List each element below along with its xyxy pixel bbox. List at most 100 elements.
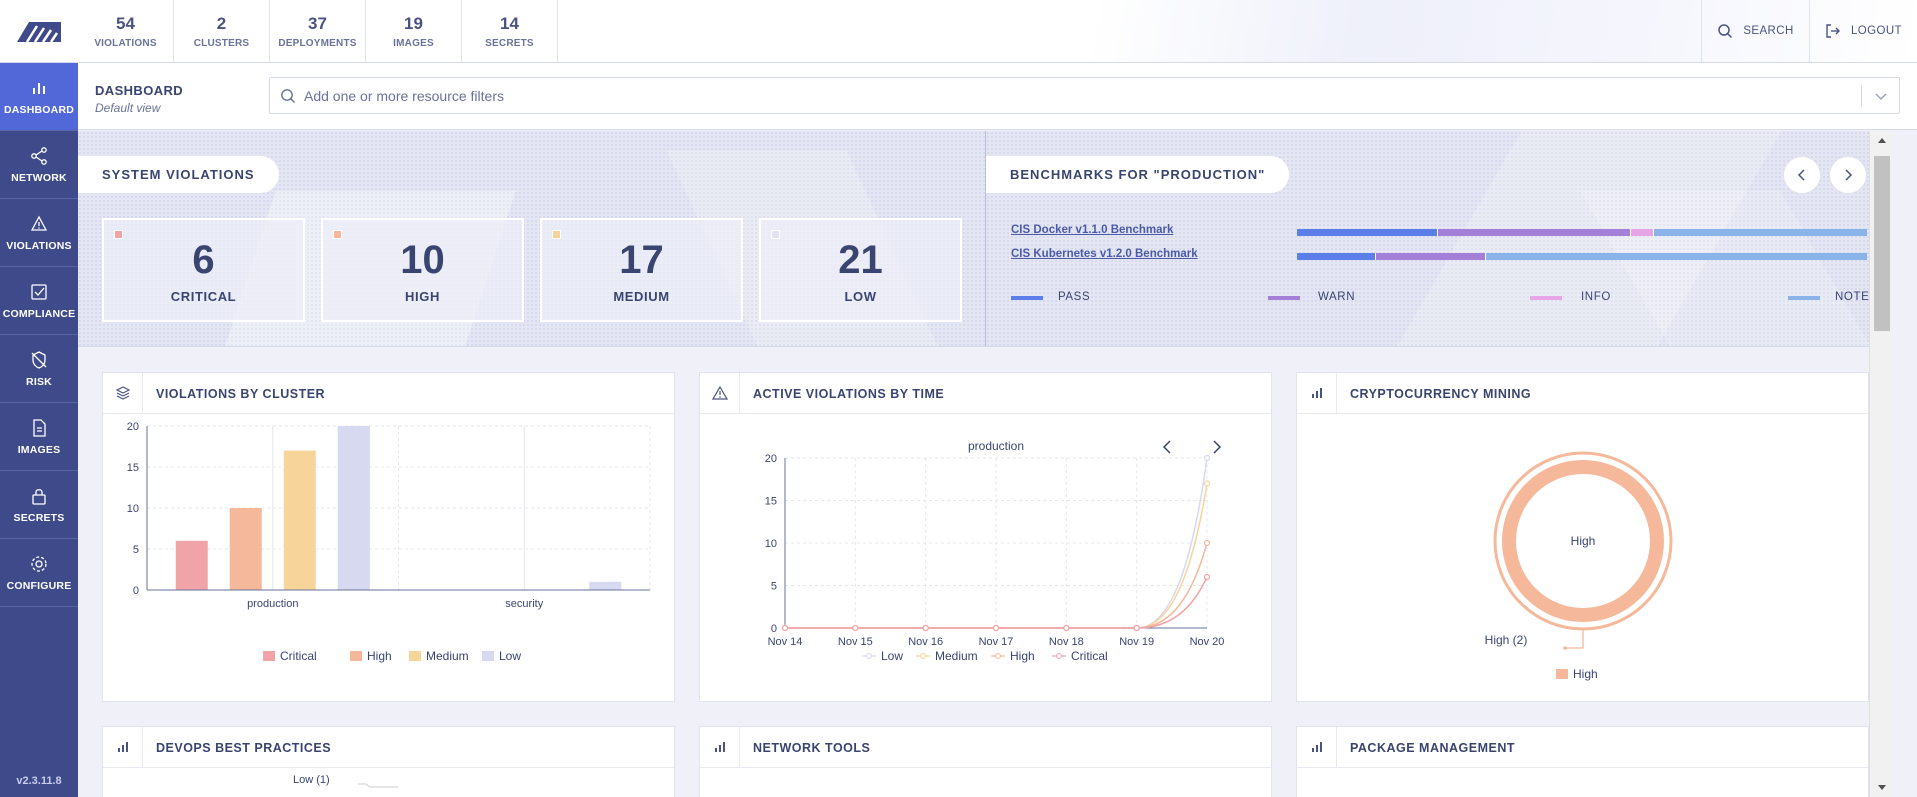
sidebar-item-label: SECRETS bbox=[13, 511, 65, 524]
sidebar-item-secrets[interactable]: SECRETS bbox=[0, 471, 78, 539]
benchmark-bar-kubernetes[interactable] bbox=[1297, 253, 1867, 260]
benchmark-link-docker[interactable]: CIS Docker v1.1.0 Benchmark bbox=[1011, 224, 1174, 236]
summary-clusters[interactable]: 2 CLUSTERS bbox=[174, 0, 270, 62]
point-critical[interactable] bbox=[1133, 624, 1140, 632]
logout-label: LOGOUT bbox=[1851, 25, 1902, 37]
bar-high[interactable] bbox=[229, 508, 262, 590]
resource-filter-input[interactable] bbox=[304, 78, 1304, 113]
legend-label: Critical bbox=[280, 649, 317, 663]
y-tick-label: 10 bbox=[765, 538, 777, 550]
severity-card-high[interactable]: 10 HIGH bbox=[321, 218, 524, 322]
summary-deployments[interactable]: 37 DEPLOYMENTS bbox=[270, 0, 366, 62]
bar-critical[interactable] bbox=[175, 540, 208, 590]
page-subtitle: Default view bbox=[95, 101, 161, 115]
widget-header: PACKAGE MANAGEMENT bbox=[1297, 727, 1868, 768]
search-button[interactable]: SEARCH bbox=[1701, 0, 1809, 62]
point-critical[interactable] bbox=[922, 624, 929, 632]
x-tick-label: production bbox=[247, 598, 298, 610]
x-tick-label: Nov 15 bbox=[838, 636, 873, 648]
bar-medium[interactable] bbox=[283, 450, 316, 590]
severity-count: 21 bbox=[838, 238, 883, 282]
benchmark-segment-warn bbox=[1436, 229, 1631, 236]
logo[interactable] bbox=[0, 0, 78, 63]
severity-color-dot bbox=[771, 230, 780, 239]
scrollbar-thumb[interactable] bbox=[1874, 156, 1890, 331]
sidebar-item-violations[interactable]: VIOLATIONS bbox=[0, 199, 78, 267]
summary-label: DEPLOYMENTS bbox=[278, 38, 357, 49]
bar-low[interactable] bbox=[589, 581, 622, 590]
point-critical[interactable] bbox=[781, 624, 789, 632]
point-critical[interactable] bbox=[992, 624, 1000, 632]
violations-by-cluster-chart[interactable]: 0 5 10 15 20 production security Critical High Me… bbox=[103, 414, 674, 701]
sidebar-item-images[interactable]: IMAGES bbox=[0, 403, 78, 471]
legend-swatch-high bbox=[350, 651, 362, 661]
scroll-down-arrow-icon[interactable] bbox=[1870, 781, 1893, 795]
severity-count: 10 bbox=[400, 238, 445, 282]
widget-active-violations-by-time: ACTIVE VIOLATIONS BY TIME production 0 5 10… bbox=[699, 372, 1272, 702]
widget-title: ACTIVE VIOLATIONS BY TIME bbox=[753, 387, 945, 401]
summary-count: 19 bbox=[404, 14, 423, 33]
legend-label: High bbox=[1010, 649, 1035, 663]
x-tick-label: Nov 19 bbox=[1119, 636, 1154, 648]
chevron-right-icon[interactable] bbox=[1213, 440, 1222, 454]
severity-card-medium[interactable]: 17 MEDIUM bbox=[540, 218, 743, 322]
page-header: DASHBOARD Default view bbox=[78, 63, 1917, 130]
point-low[interactable] bbox=[1203, 454, 1211, 462]
legend-label-info: INFO bbox=[1581, 291, 1611, 303]
bar-chart-icon bbox=[103, 727, 143, 767]
filter-dropdown-toggle[interactable] bbox=[1861, 85, 1899, 107]
severity-count: 17 bbox=[619, 238, 664, 282]
summary-violations[interactable]: 54 VIOLATIONS bbox=[78, 0, 174, 62]
y-tick-label: 15 bbox=[127, 462, 139, 474]
sidebar-item-network[interactable]: NETWORK bbox=[0, 131, 78, 199]
bar-low[interactable] bbox=[337, 426, 370, 590]
severity-label: HIGH bbox=[405, 289, 440, 304]
summary-images[interactable]: 19 IMAGES bbox=[366, 0, 462, 62]
resource-filter[interactable] bbox=[269, 77, 1900, 114]
benchmark-segment-warn bbox=[1375, 253, 1486, 260]
benchmark-link-kubernetes[interactable]: CIS Kubernetes v1.2.0 Benchmark bbox=[1011, 248, 1198, 260]
point-high[interactable] bbox=[1203, 539, 1211, 547]
cryptocurrency-mining-chart[interactable]: High High (2) High bbox=[1297, 414, 1868, 701]
gear-icon bbox=[31, 555, 47, 572]
widget-title: NETWORK TOOLS bbox=[753, 741, 871, 755]
summary-label: IMAGES bbox=[393, 38, 434, 49]
benchmarks-prev-button[interactable] bbox=[1783, 156, 1821, 194]
sidebar-item-label: DASHBOARD bbox=[3, 103, 75, 116]
point-critical[interactable] bbox=[1203, 573, 1211, 581]
legend-label-pass: PASS bbox=[1058, 291, 1091, 303]
severity-card-critical[interactable]: 6 CRITICAL bbox=[102, 218, 305, 322]
pie-center-label: High bbox=[1571, 534, 1596, 548]
sidebar-item-label: CONFIGURE bbox=[6, 579, 72, 592]
severity-count: 6 bbox=[192, 238, 215, 282]
active-violations-chart[interactable]: production 0 5 10 15 20 Nov 14 Nov 15 Nov 16 Nov … bbox=[700, 414, 1271, 701]
severity-card-low[interactable]: 21 LOW bbox=[759, 218, 962, 322]
summary-secrets[interactable]: 14 SECRETS bbox=[462, 0, 558, 62]
sidebar-item-configure[interactable]: CONFIGURE bbox=[0, 539, 78, 607]
logout-button[interactable]: LOGOUT bbox=[1809, 0, 1917, 62]
x-tick-label: security bbox=[505, 598, 543, 610]
widget-header: ACTIVE VIOLATIONS BY TIME bbox=[700, 373, 1271, 414]
benchmark-bar-docker[interactable] bbox=[1297, 229, 1867, 236]
vertical-scrollbar[interactable] bbox=[1869, 131, 1893, 797]
summary-banner: SYSTEM VIOLATIONS 6 CRITICAL 10 HIGH 17 … bbox=[78, 131, 1893, 347]
point-medium[interactable] bbox=[1203, 480, 1211, 487]
sidebar-item-dashboard[interactable]: DASHBOARD bbox=[0, 63, 78, 131]
callout-line bbox=[1565, 630, 1584, 649]
widget-network-tools: NETWORK TOOLS bbox=[699, 726, 1272, 797]
line-critical[interactable] bbox=[785, 576, 1208, 629]
pie-callout-label: High (2) bbox=[1485, 633, 1528, 647]
chevron-left-icon[interactable] bbox=[1162, 440, 1171, 454]
point-critical[interactable] bbox=[1063, 624, 1070, 632]
pie-slice-high[interactable] bbox=[1502, 460, 1664, 622]
scroll-up-arrow-icon[interactable] bbox=[1870, 133, 1893, 147]
widget-header: CRYPTOCURRENCY MINING bbox=[1297, 373, 1868, 414]
benchmarks-next-button[interactable] bbox=[1829, 156, 1867, 194]
summary-count: 14 bbox=[500, 14, 519, 33]
sidebar-item-risk[interactable]: RISK bbox=[0, 335, 78, 403]
severity-label: MEDIUM bbox=[613, 289, 670, 304]
point-critical[interactable] bbox=[852, 624, 859, 632]
legend-label: Low bbox=[499, 649, 521, 663]
sidebar-item-label: RISK bbox=[26, 375, 52, 388]
sidebar-item-compliance[interactable]: COMPLIANCE bbox=[0, 267, 78, 335]
